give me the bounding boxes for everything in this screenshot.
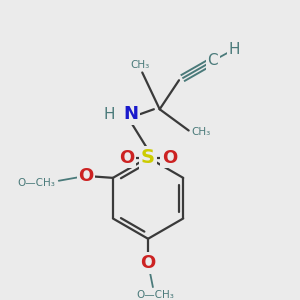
Text: O: O [119,148,134,166]
Text: O: O [78,167,94,185]
Text: H: H [104,106,115,122]
Text: H: H [228,42,240,57]
Text: O—CH₃: O—CH₃ [17,178,55,188]
Text: N: N [123,105,138,123]
Text: O: O [140,254,156,272]
Text: C: C [208,53,218,68]
Text: O: O [162,148,177,166]
Text: S: S [141,148,155,167]
Text: CH₃: CH₃ [131,60,150,70]
Text: O—CH₃: O—CH₃ [137,290,175,300]
Text: CH₃: CH₃ [192,128,211,137]
